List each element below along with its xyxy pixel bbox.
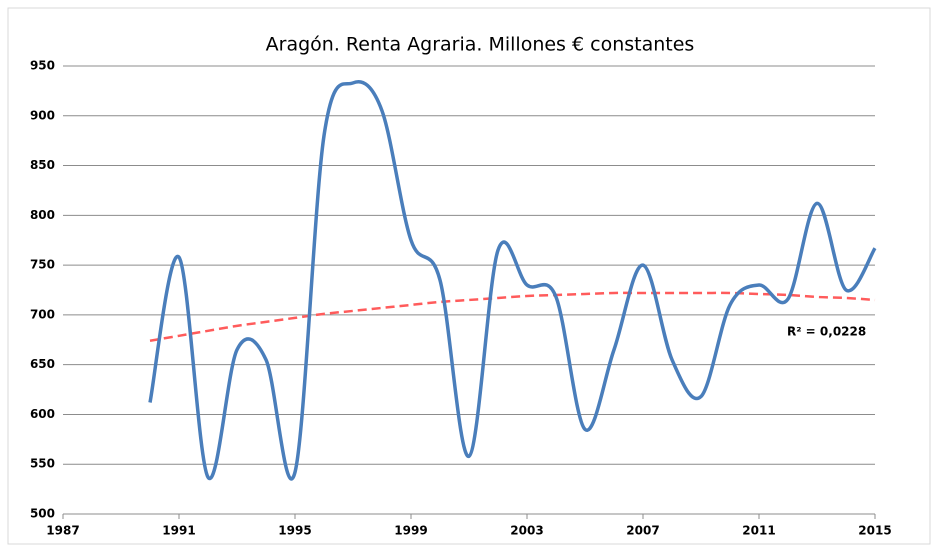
y-tick-label: 900 [30,108,55,122]
trendline [149,291,876,343]
y-tick-label: 700 [30,307,55,321]
chart-border [7,7,931,545]
y-tick-label: 750 [30,258,55,272]
x-tick-label: 1999 [394,524,427,538]
chart-title: Aragón. Renta Agraria. Millones € consta… [266,34,695,56]
x-tick-label: 1995 [278,524,311,538]
x-tick-label: 1987 [46,524,79,538]
y-tick-label: 850 [30,158,55,172]
y-tick-label: 800 [30,208,55,222]
trendline-label: R² = 0,0228 [787,325,866,339]
x-tick-label: 2011 [742,524,775,538]
y-tick-label: 550 [30,457,55,471]
data-line [148,80,877,481]
x-tick-label: 1991 [162,524,195,538]
x-tick-label: 2015 [858,524,891,538]
y-tick-label: 500 [30,507,55,521]
y-tick-label: 950 [30,59,55,73]
x-tick-label: 2003 [510,524,543,538]
x-tick-label: 2007 [626,524,659,538]
y-tick-label: 650 [30,357,55,371]
y-tick-label: 600 [30,407,55,421]
